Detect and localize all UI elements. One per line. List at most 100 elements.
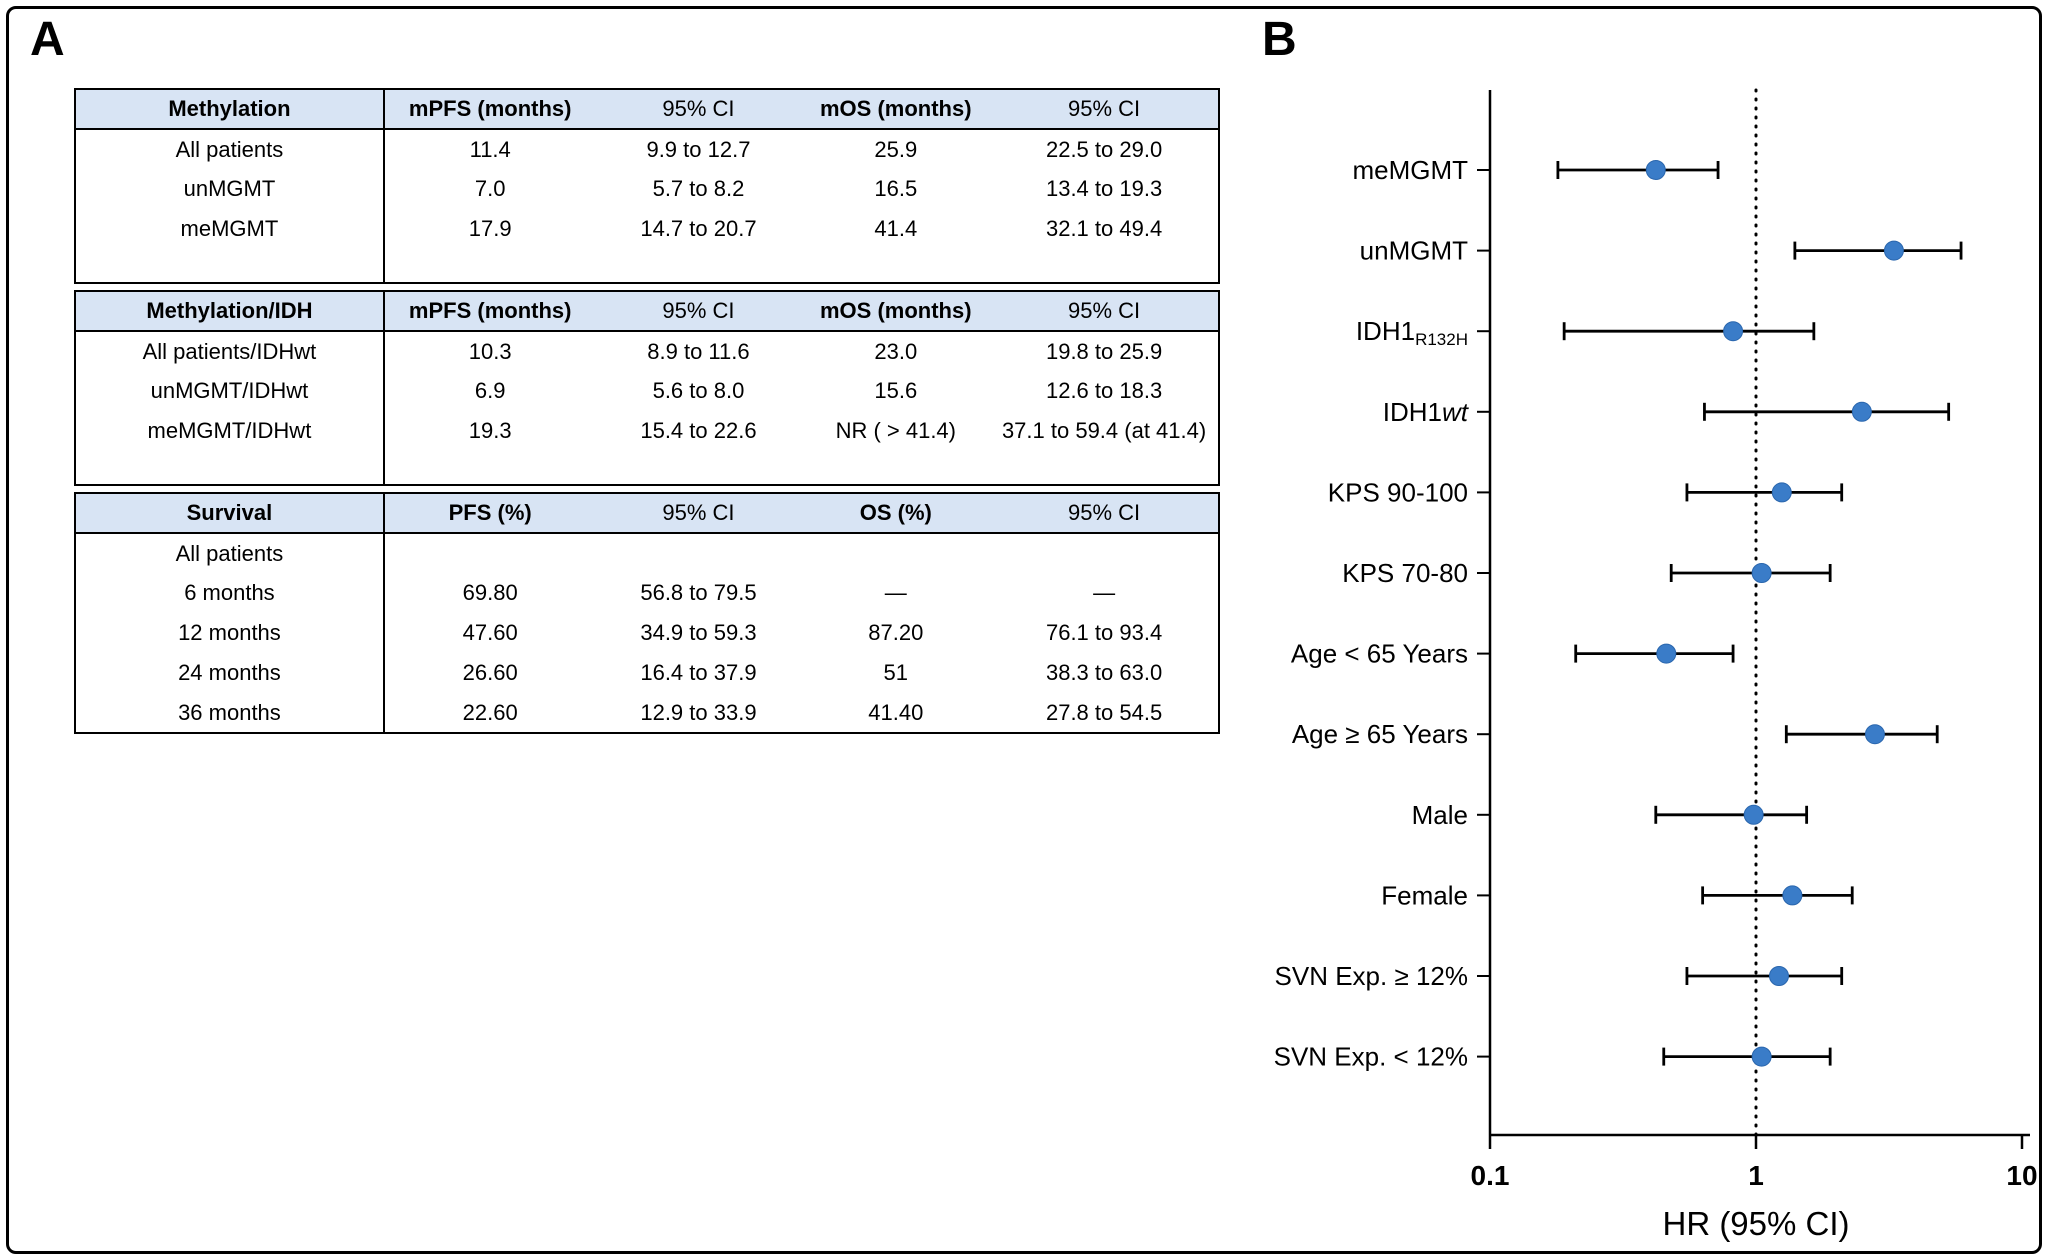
column-header: Survival	[75, 493, 385, 534]
hr-marker	[1743, 804, 1764, 825]
table-cell: 12 months	[75, 613, 385, 653]
table-cell: 13.4 to 19.3	[1045, 176, 1163, 202]
forest-plot: 0.1 1 10 HR (95% CI) meMGMT unMGMT IDH1R132H ID…	[1274, 88, 2038, 1242]
table-methylation: Methylation mPFS (months) 95% CI mOS (month…	[74, 88, 1220, 284]
table-cell: 6.9	[474, 378, 506, 404]
table-cell: 17.9	[468, 216, 512, 242]
table-cell: 12.9 to 33.9	[640, 699, 757, 725]
table-cell: 15.6	[874, 378, 918, 404]
table-row: 36 months 22.60 12.9 to 33.9 41.40 27.8 to 5…	[75, 693, 1219, 733]
table-cell: 10.3	[468, 338, 512, 364]
table-cell: 15.4 to 22.6	[640, 418, 757, 444]
row-label: unMGMT	[1360, 236, 1468, 266]
table-cell: All patients	[75, 533, 385, 573]
hr-marker	[1851, 401, 1872, 422]
x-axis-title: HR (95% CI)	[1662, 1205, 1849, 1242]
table-cell: 16.5	[874, 176, 918, 202]
table-header-row: Methylation mPFS (months) 95% CI mOS (month…	[75, 89, 1219, 130]
table-spacer-row	[75, 249, 1219, 283]
hr-marker	[1883, 240, 1904, 261]
panel-b-label: B	[1262, 13, 1297, 66]
table-cell: All patients	[75, 129, 385, 169]
table-cell: 11.4	[469, 136, 511, 162]
row-label: IDH1R132H	[1356, 316, 1468, 349]
table-cell: unMGMT/IDHwt	[75, 371, 385, 411]
table-cell: 19.3	[468, 418, 512, 444]
row-label: IDH1wt	[1383, 397, 1470, 427]
table-cell: 22.5 to 29.0	[1045, 136, 1163, 162]
table-cell: meMGMT/IDHwt	[75, 411, 385, 451]
table-cell: —	[884, 580, 907, 606]
hr-marker	[1645, 160, 1666, 180]
x-tick-label: 1	[1748, 1160, 1764, 1191]
table-cell: 47.60	[462, 620, 518, 646]
table-cell: 6 months	[75, 573, 385, 613]
table-cell: 41.4	[874, 216, 918, 242]
table-cell: 51	[883, 660, 909, 686]
row-label: Age < 65 Years	[1291, 639, 1468, 669]
table-row: 24 months 26.60 16.4 to 37.9 51 38.3 to 63.0	[75, 653, 1219, 693]
hr-marker	[1864, 724, 1885, 745]
table-cell: —	[1093, 580, 1116, 606]
table-header-row: Methylation/IDH mPFS (months) 95% CI mOS (m…	[75, 291, 1219, 332]
table-cell: 19.8 to 25.9	[1045, 338, 1163, 364]
hr-marker	[1768, 966, 1789, 986]
column-header: PFS (%)	[383, 493, 596, 534]
table-row: All patients/IDHwt 10.3 8.9 to 11.6 23.0 19.…	[75, 331, 1219, 371]
table-cell: NR ( > 41.4)	[835, 418, 956, 444]
table-cell: 14.7 to 20.7	[640, 216, 757, 242]
column-header: 95% CI	[990, 493, 1219, 534]
table-cell: 41.40	[868, 699, 924, 725]
table-cell: 69.80	[462, 580, 518, 606]
x-tick-label: 0.1	[1471, 1160, 1510, 1191]
hr-marker	[1782, 885, 1803, 906]
column-header: mPFS (months)	[383, 291, 596, 332]
row-label: Age ≥ 65 Years	[1292, 719, 1468, 749]
table-cell: 5.6 to 8.0	[652, 378, 745, 404]
table-cell	[596, 533, 802, 573]
hr-marker	[1751, 1046, 1772, 1067]
row-label: SVN Exp. < 12%	[1274, 1042, 1468, 1072]
column-header: 95% CI	[595, 291, 802, 332]
table-cell: 24 months	[75, 653, 385, 693]
table-cell: 5.7 to 8.2	[652, 176, 745, 202]
table-row: meMGMT 17.9 14.7 to 20.7 41.4 32.1 to 49.4	[75, 209, 1219, 249]
table-header-row: Survival PFS (%) 95% CI OS (%) 95% CI	[75, 493, 1219, 534]
column-header: 95% CI	[595, 89, 802, 130]
table-row: 12 months 47.60 34.9 to 59.3 87.20 76.1 to 9…	[75, 613, 1219, 653]
column-header: 95% CI	[990, 89, 1219, 130]
x-tick-label: 10	[2006, 1160, 2037, 1191]
table-cell: 34.9 to 59.3	[640, 620, 757, 646]
table-cell: 9.9 to 12.7	[646, 136, 751, 162]
row-label: KPS 70-80	[1342, 558, 1468, 588]
table-cell	[384, 533, 596, 573]
table-row: unMGMT/IDHwt 6.9 5.6 to 8.0 15.6 12.6 to 18.…	[75, 371, 1219, 411]
column-header: OS (%)	[801, 493, 991, 534]
hr-marker	[1656, 643, 1677, 664]
table-cell: unMGMT	[75, 169, 385, 209]
table-cell: 27.8 to 54.5	[1045, 699, 1163, 725]
row-label: Male	[1412, 800, 1468, 830]
table-survival: Survival PFS (%) 95% CI OS (%) 95% CI All pat…	[74, 492, 1220, 734]
column-header: Methylation	[75, 89, 385, 130]
table-cell: 37.1 to 59.4 (at 41.4)	[1001, 418, 1207, 444]
column-header: mOS (months)	[801, 291, 991, 332]
table-row: 6 months 69.80 56.8 to 79.5 — —	[75, 573, 1219, 613]
table-cell	[801, 533, 990, 573]
table-methylation-idh: Methylation/IDH mPFS (months) 95% CI mOS (m…	[74, 290, 1220, 486]
table-cell: 76.1 to 93.4	[1045, 620, 1163, 646]
table-cell: 12.6 to 18.3	[1045, 378, 1163, 404]
table-cell: 56.8 to 79.5	[640, 580, 757, 606]
table-cell: 7.0	[474, 176, 506, 202]
table-cell: 26.60	[462, 660, 518, 686]
row-label: Female	[1381, 880, 1468, 910]
table-cell: 87.20	[868, 620, 924, 646]
table-cell: 25.9	[874, 136, 918, 162]
table-cell: 23.0	[874, 338, 918, 364]
column-header: 95% CI	[595, 493, 802, 534]
table-cell: 8.9 to 11.6	[647, 338, 750, 364]
table-row: meMGMT/IDHwt 19.3 15.4 to 22.6 NR ( > 41.4)…	[75, 411, 1219, 451]
tables-container: Methylation mPFS (months) 95% CI mOS (month…	[74, 88, 1220, 734]
table-cell: meMGMT	[75, 209, 385, 249]
panel-a-label: A	[30, 13, 65, 66]
